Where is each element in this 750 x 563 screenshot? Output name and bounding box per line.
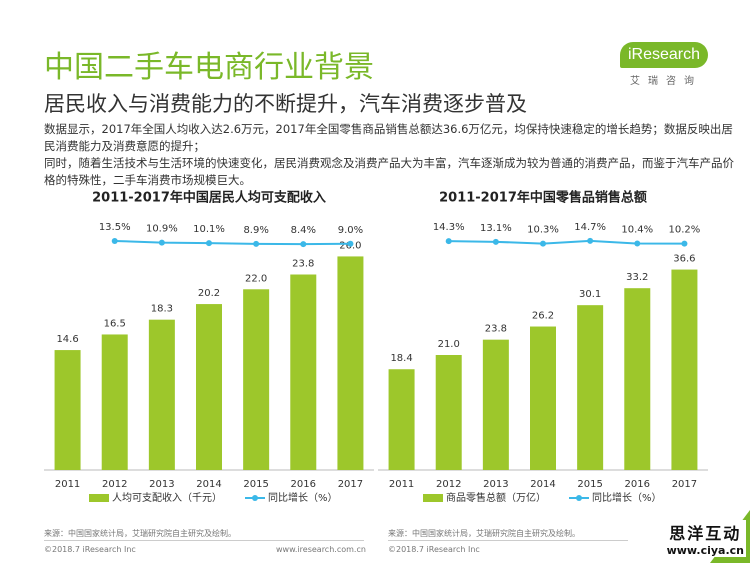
watermark-url: www.ciya.cn	[666, 544, 744, 557]
data-label: 10.3%	[527, 225, 559, 236]
x-tick-label: 2011	[389, 479, 414, 490]
data-label: 30.1	[579, 289, 601, 300]
source: 来源：中国国家统计局，艾瑞研究院自主研究及绘制。	[388, 529, 580, 538]
line-marker	[206, 240, 212, 247]
legend-swatch	[576, 495, 582, 501]
data-label: 23.8	[292, 259, 314, 270]
x-tick-label: 2013	[149, 479, 174, 490]
x-tick-label: 2017	[338, 479, 363, 490]
legend-swatch	[89, 494, 109, 502]
data-label: 20.2	[198, 288, 220, 299]
bar	[530, 326, 556, 470]
paragraph: 数据显示，2017年全国人均收入达2.6万元，2017年全国零售商品销售总额达3…	[44, 122, 733, 153]
bar	[54, 350, 81, 470]
x-tick-label: 2011	[55, 479, 80, 490]
data-label: 13.5%	[99, 222, 131, 233]
data-label: 18.3	[151, 304, 173, 315]
data-label: 10.4%	[621, 225, 653, 236]
bar	[671, 269, 698, 470]
bar	[388, 369, 415, 470]
x-tick-label: 2015	[577, 479, 602, 490]
data-label: 8.4%	[291, 225, 316, 236]
x-tick-label: 2016	[625, 479, 650, 490]
paragraph: 同时，随着生活技术与生活环境的快速变化，居民消费观念及消费产品大为丰富，汽车逐渐…	[44, 156, 734, 187]
data-label: 21.0	[438, 339, 460, 350]
slide-subtitle: 居民收入与消费能力的不断提升，汽车消费逐步普及	[44, 92, 527, 116]
data-label: 10.9%	[146, 224, 178, 235]
bar	[243, 289, 270, 470]
legend-label: 人均可支配收入（千元）	[112, 491, 222, 504]
line	[448, 239, 685, 245]
legend-label: 商品零售总额（万亿）	[446, 491, 546, 504]
chart-title: 2011-2017年中国零售品销售总额	[439, 190, 647, 206]
data-label: 8.9%	[243, 225, 268, 236]
copyright: ©2018.7 iResearch Inc	[44, 545, 136, 554]
data-label: 36.6	[673, 254, 695, 265]
logo-subtitle: 艾瑞咨询	[630, 76, 702, 87]
line-marker	[253, 240, 260, 247]
watermark-name: 思洋互动	[669, 524, 742, 543]
divider	[44, 540, 364, 541]
copyright: ©2018.7 iResearch Inc	[388, 545, 480, 554]
line-marker	[111, 237, 118, 244]
data-label: 10.2%	[669, 225, 701, 236]
data-label: 22.0	[245, 273, 267, 284]
watermark: 思洋互动 www.ciya.cn	[664, 520, 746, 557]
x-tick-label: 2012	[436, 479, 461, 490]
slide-title: 中国二手车电商行业背景	[44, 50, 374, 85]
bar	[435, 355, 462, 470]
x-tick-label: 2014	[196, 479, 221, 490]
data-label: 14.3%	[433, 222, 465, 233]
line-marker	[347, 240, 354, 247]
x-tick-label: 2015	[243, 479, 268, 490]
bar	[337, 256, 364, 470]
data-label: 14.6	[56, 334, 78, 345]
line	[114, 239, 351, 246]
data-label: 14.7%	[574, 222, 606, 233]
bar	[577, 305, 604, 470]
line-marker	[300, 241, 307, 248]
x-tick-label: 2013	[483, 479, 508, 490]
data-label: 9.0%	[338, 225, 363, 236]
x-tick-label: 2017	[672, 479, 697, 490]
logo: iResearch	[620, 42, 708, 68]
line-marker	[540, 240, 546, 247]
data-label: 18.4	[390, 353, 412, 364]
bar	[148, 319, 175, 470]
data-label: 13.1%	[480, 223, 512, 234]
data-label: 16.5	[104, 318, 126, 329]
legend-swatch	[252, 495, 258, 501]
bar	[624, 288, 651, 470]
source: 来源：中国国家统计局，艾瑞研究院自主研究及绘制。	[44, 529, 236, 538]
bar	[482, 339, 509, 470]
data-label: 23.8	[485, 324, 507, 335]
line-marker	[681, 240, 688, 247]
data-label: 26.2	[532, 311, 554, 322]
line-marker	[445, 238, 452, 245]
website: www.iresearch.com.cn	[276, 545, 366, 554]
x-tick-label: 2012	[102, 479, 127, 490]
divider	[388, 540, 628, 541]
data-label: 10.1%	[193, 224, 225, 235]
x-tick-label: 2014	[530, 479, 555, 490]
bar	[290, 274, 317, 470]
line-marker	[634, 240, 641, 247]
bar	[101, 334, 128, 470]
x-tick-label: 2016	[291, 479, 316, 490]
data-label: 33.2	[626, 272, 648, 283]
chart-title: 2011-2017年中国居民人均可支配收入	[92, 190, 326, 206]
line-marker	[492, 238, 499, 245]
line-marker	[158, 239, 165, 246]
legend-label: 同比增长（%）	[592, 491, 662, 504]
bar	[196, 304, 222, 470]
legend-label: 同比增长（%）	[268, 491, 338, 504]
body-text: 数据显示，2017年全国人均收入达2.6万元，2017年全国零售商品销售总额达3…	[44, 121, 734, 189]
line-marker	[587, 237, 594, 244]
legend-swatch	[423, 494, 443, 502]
